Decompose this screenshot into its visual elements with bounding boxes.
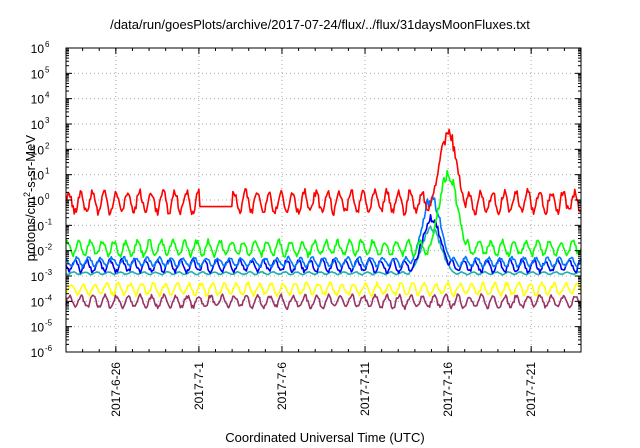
y-tick-label: 10 <box>31 270 45 284</box>
x-tick-label: 2017-7-11 <box>358 362 372 416</box>
series-line <box>65 293 582 311</box>
y-tick-label: 10 <box>31 93 45 107</box>
y-axis-label-exponent: 2 <box>21 192 32 198</box>
x-tick-label: 2017-7-1 <box>192 362 206 410</box>
y-tick-labels: 10 -610 -510 -410 -310 -210 -110 010 110 210 310 41… <box>31 40 53 360</box>
y-tick-label: 10 <box>31 346 45 360</box>
y-tick-exponent: -1 <box>45 217 53 226</box>
y-axis-label-prefix: protons/cm <box>23 197 39 262</box>
series-line <box>65 280 582 298</box>
y-tick-exponent: -6 <box>45 344 53 353</box>
y-tick-label: 10 <box>31 295 45 309</box>
y-axis-label: protons/cm2-s-sr-MeV <box>22 128 38 268</box>
y-tick-exponent: -4 <box>45 293 53 302</box>
y-tick-exponent: 1 <box>45 167 50 176</box>
axis-ticks <box>65 47 582 353</box>
y-tick-exponent: 4 <box>45 91 50 100</box>
series-line <box>65 170 582 259</box>
grid-lines <box>66 48 581 352</box>
y-tick-exponent: 2 <box>45 141 50 150</box>
chart-title: /data/run/goesPlots/archive/2017-07-24/f… <box>110 17 530 32</box>
x-tick-label: 2017-7-16 <box>441 362 455 417</box>
y-tick-label: 10 <box>31 321 45 335</box>
y-tick-label: 10 <box>31 194 45 208</box>
y-tick-exponent: 6 <box>45 40 50 49</box>
x-axis-label: Coordinated Universal Time (UTC) <box>225 430 425 445</box>
x-tick-label: 2017-7-6 <box>275 362 289 410</box>
y-tick-exponent: -3 <box>45 268 53 277</box>
plot-frame <box>65 47 582 353</box>
x-tick-label: 2017-7-21 <box>524 362 538 417</box>
y-tick-exponent: 5 <box>45 65 50 74</box>
series-line <box>65 128 582 216</box>
y-tick-label: 10 <box>31 118 45 132</box>
series-line <box>65 214 582 275</box>
y-tick-exponent: 3 <box>45 116 50 125</box>
series-line <box>65 195 582 269</box>
y-tick-label: 10 <box>31 245 45 259</box>
series-line <box>65 225 582 276</box>
y-axis-label-suffix: -s-sr-MeV <box>23 134 39 193</box>
y-tick-label: 10 <box>31 67 45 81</box>
y-tick-label: 10 <box>31 143 45 157</box>
y-tick-exponent: -2 <box>45 243 53 252</box>
x-tick-labels: 2017-6-26 2017-7-1 2017-7-6 2017-7-11 2017-7… <box>109 362 538 417</box>
y-tick-label: 10 <box>31 169 45 183</box>
series-layer <box>65 128 582 311</box>
y-tick-exponent: 0 <box>45 192 50 201</box>
y-tick-label: 10 <box>31 42 45 56</box>
y-tick-label: 10 <box>31 219 45 233</box>
x-tick-label: 2017-6-26 <box>109 362 123 417</box>
y-tick-exponent: -5 <box>45 319 53 328</box>
